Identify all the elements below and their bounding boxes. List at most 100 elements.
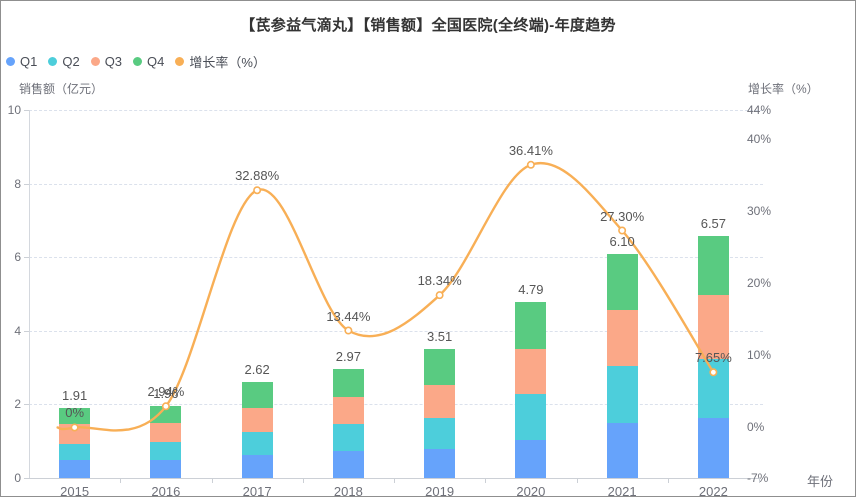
right-axis-tick-label: -7%: [747, 471, 769, 485]
x-label-2019: 2019: [425, 484, 455, 497]
left-axis-tick: [24, 330, 29, 332]
left-axis-tick: [24, 257, 29, 259]
bar-segment-2015-Q3[interactable]: [59, 423, 91, 445]
bar-segment-2017-Q1[interactable]: [241, 455, 273, 478]
legend-label: Q1: [20, 54, 38, 69]
bar-segment-2022-Q2[interactable]: [697, 359, 729, 419]
x-label-2017: 2017: [242, 484, 272, 497]
growth-rate-label-2019: 18.34%: [417, 273, 462, 289]
legend-dot: [133, 57, 143, 66]
bar-total-label-2015: 1.91: [61, 387, 88, 403]
bar-segment-2020-Q2[interactable]: [515, 393, 547, 441]
growth-rate-label-2015: 0%: [65, 405, 85, 421]
legend: Q1 Q2 Q3 Q4 增长率（%）: [6, 52, 266, 71]
bar-segment-2016-Q2[interactable]: [150, 441, 182, 460]
bar-total-label-2021: 6.10: [609, 233, 635, 249]
left-axis-tick-label: 8: [14, 176, 21, 191]
left-axis-tick: [24, 183, 29, 185]
x-label-2016: 2016: [151, 484, 181, 497]
bar-segment-2020-Q4[interactable]: [515, 301, 547, 349]
bar-segment-2018-Q4[interactable]: [332, 368, 364, 397]
legend-item-q2[interactable]: Q2: [48, 54, 80, 69]
right-axis-tick-label: 44%: [747, 103, 772, 117]
left-axis-tick-label: 10: [7, 103, 21, 117]
right-axis-tick-label: 30%: [747, 204, 772, 219]
left-axis-tick: [24, 110, 29, 111]
bar-segment-2019-Q4[interactable]: [424, 348, 456, 386]
left-axis-tick-label: 4: [14, 323, 21, 338]
right-axis-tick-label: 0%: [747, 420, 765, 435]
bar-segment-2021-Q1[interactable]: [606, 422, 638, 478]
bar-segment-2017-Q3[interactable]: [241, 408, 273, 432]
legend-item-q3[interactable]: Q3: [90, 54, 123, 69]
line-point-2020[interactable]: [526, 160, 535, 169]
x-axis-tick: [667, 478, 669, 483]
legend-dot: [90, 57, 100, 66]
legend-item-growth-rate[interactable]: 增长率（%）: [175, 52, 266, 71]
x-label-2015: 2015: [60, 484, 90, 497]
bar-segment-2018-Q2[interactable]: [332, 423, 364, 452]
x-label-2020: 2020: [516, 484, 546, 497]
bar-segment-2019-Q2[interactable]: [424, 417, 456, 450]
bar-segment-2021-Q3[interactable]: [606, 309, 638, 367]
bar-segment-2015-Q1[interactable]: [59, 459, 91, 478]
legend-item-q1[interactable]: Q1: [6, 54, 37, 69]
x-axis-tick: [211, 478, 213, 483]
bar-segment-2017-Q4[interactable]: [241, 381, 273, 409]
legend-label: 增长率（%）: [189, 55, 266, 70]
left-axis-tick-label: 0: [14, 471, 21, 485]
legend-label: Q4: [147, 54, 165, 69]
bar-segment-2022-Q4[interactable]: [697, 236, 729, 295]
growth-rate-label-2018: 13.44%: [326, 308, 371, 324]
x-label-2021: 2021: [607, 484, 637, 497]
legend-label: Q3: [104, 54, 123, 69]
gridline: [29, 183, 763, 185]
x-axis-tick: [485, 478, 487, 483]
bar-segment-2016-Q1[interactable]: [150, 459, 182, 478]
x-axis-tick: [302, 478, 304, 483]
chart-title: 【芪参益气滴丸】【销售额】全国医院(全终端)-年度趋势: [240, 17, 616, 34]
gridline: [29, 110, 763, 111]
bar-segment-2016-Q4[interactable]: [150, 405, 182, 424]
x-axis-name: 年份: [807, 474, 834, 489]
bar-segment-2018-Q3[interactable]: [332, 396, 364, 424]
left-axis-tick-label: 2: [14, 397, 21, 412]
bar-segment-2021-Q4[interactable]: [606, 253, 638, 310]
bar-total-label-2018: 2.97: [335, 348, 362, 364]
bar-segment-2019-Q1[interactable]: [424, 449, 456, 478]
x-label-2018: 2018: [333, 484, 363, 497]
x-axis-tick: [394, 478, 395, 483]
bar-segment-2018-Q1[interactable]: [332, 451, 364, 478]
right-axis-tick-label: 40%: [747, 131, 772, 146]
bar-segment-2015-Q2[interactable]: [59, 444, 91, 460]
bar-segment-2021-Q2[interactable]: [606, 366, 638, 423]
bar-segment-2017-Q2[interactable]: [241, 432, 273, 456]
x-axis-tick: [759, 478, 760, 483]
bar-segment-2016-Q3[interactable]: [150, 423, 182, 442]
left-axis-tick: [24, 404, 29, 406]
legend-dot: [48, 57, 58, 66]
right-axis-tick-label: 20%: [747, 276, 772, 291]
legend-dot: [175, 57, 185, 66]
line-point-2019[interactable]: [435, 291, 444, 300]
gridline: [29, 330, 763, 332]
line-point-2017[interactable]: [253, 186, 262, 195]
x-axis-tick: [120, 478, 122, 483]
growth-rate-label-2021: 27.30%: [600, 208, 645, 224]
bar-total-label-2016: 1.96: [153, 385, 179, 401]
legend-item-q4[interactable]: Q4: [133, 54, 164, 69]
x-label-2022: 2022: [698, 484, 728, 497]
growth-rate-label-2022: 7.65%: [694, 350, 732, 366]
bar-segment-2020-Q3[interactable]: [515, 348, 547, 394]
bar-segment-2019-Q3[interactable]: [424, 385, 456, 418]
bar-segment-2020-Q1[interactable]: [515, 440, 547, 478]
growth-rate-label-2020: 36.41%: [508, 142, 553, 158]
gridline: [29, 404, 763, 406]
left-axis-name: 销售额（亿元）: [19, 82, 104, 96]
right-axis-name: 增长率（%）: [748, 82, 819, 96]
left-axis-line: [29, 110, 30, 478]
bar-total-label-2019: 3.51: [426, 328, 453, 344]
bar-segment-2022-Q1[interactable]: [697, 418, 729, 478]
